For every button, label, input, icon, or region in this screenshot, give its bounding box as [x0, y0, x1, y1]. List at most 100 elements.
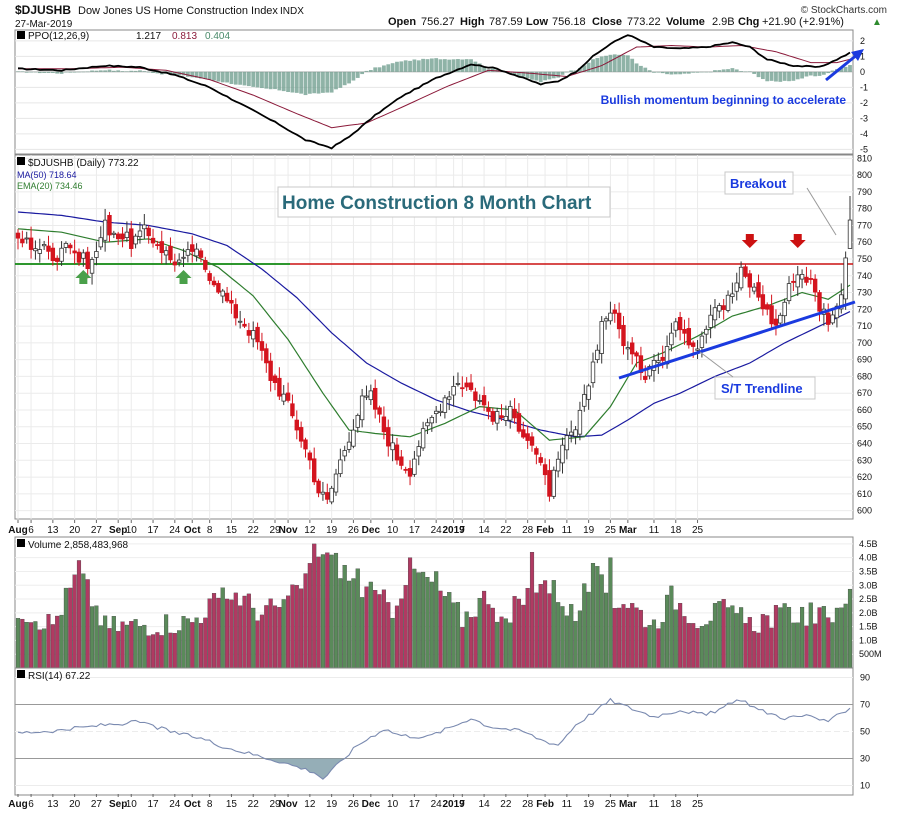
date-tick-label: 19: [326, 799, 338, 810]
candle-up: [669, 332, 674, 346]
price-tick-label: 730: [857, 288, 872, 298]
price-panel: $DJUSHB (Daily) 773.22 MA(50) 718.64 EMA…: [14, 153, 872, 520]
volume-bar-down: [826, 617, 831, 669]
ppo-histogram-bar: [125, 71, 129, 72]
volume-tick-label: 2.5B: [859, 594, 878, 604]
rsi-tick-label: 30: [860, 754, 870, 764]
ppo-histogram-bar: [16, 71, 20, 72]
ppo-histogram-bar: [669, 71, 674, 75]
volume-bar-down: [246, 593, 251, 669]
candle-up: [89, 259, 95, 274]
volume-bar-down: [129, 621, 134, 669]
candle-up: [494, 411, 500, 424]
ppo-histogram-bar: [286, 71, 290, 93]
date-tick-label: Feb: [536, 525, 554, 536]
ppo-grid: [15, 40, 853, 150]
low-value: 756.18: [552, 16, 586, 28]
date-tick-label: 19: [583, 525, 595, 536]
ppo-histogram-bar: [264, 71, 269, 89]
volume-bar-down: [643, 627, 648, 669]
volume-bar-up: [63, 587, 68, 669]
ppo-histogram-bar: [582, 65, 587, 72]
candle-down: [804, 276, 809, 283]
candle-down: [765, 304, 770, 310]
candle-down: [826, 312, 831, 325]
candle-down: [372, 387, 378, 410]
ppo-histogram-bar: [368, 70, 373, 72]
price-tick-label: 770: [857, 220, 872, 230]
ppo-histogram-bar: [255, 71, 260, 88]
volume-bar-up: [582, 583, 587, 669]
price-tick-label: 800: [857, 170, 872, 180]
ppo-tick-label: 1: [860, 51, 865, 61]
candle-up: [695, 348, 700, 351]
candlesticks: [15, 195, 853, 505]
ppo-histogram-bar: [46, 71, 51, 73]
volume-bar-down: [399, 598, 404, 669]
candle-down: [638, 355, 644, 374]
volume-bar-up: [421, 571, 426, 669]
volume-bar-down: [721, 599, 726, 669]
volume-axis: 4.5B 4.0B 3.5B 3.0B 2.5B 2.0B 1.5B 1.0B 500M: [859, 539, 882, 659]
volume-bar-up: [164, 614, 169, 669]
ppo-histogram-bar: [699, 71, 704, 73]
volume-bar-down: [233, 592, 238, 669]
candle-down: [542, 464, 548, 476]
candle-down: [46, 245, 51, 252]
volume-tick-label: 4.5B: [859, 539, 878, 549]
ppo-histogram-bar: [726, 69, 730, 72]
volume-bar-down: [168, 632, 173, 669]
resistance-down-arrow-icon: [789, 234, 806, 249]
ppo-histogram-bar: [64, 71, 68, 73]
ppo-histogram-bar: [612, 54, 617, 72]
volume-bar-up: [791, 622, 796, 669]
ppo-histogram-bar: [434, 58, 439, 72]
volume-bar-down: [290, 584, 295, 669]
date-axis-band: [15, 796, 853, 810]
ppo-histogram-bar: [739, 71, 743, 72]
date-tick-label: 2019: [442, 799, 465, 810]
volume-bar-down: [216, 597, 221, 669]
volume-bar-up: [586, 591, 591, 669]
candle-up: [738, 266, 744, 289]
candle-down: [534, 448, 539, 455]
date-tick-label: 8: [207, 525, 213, 536]
ppo-histogram-bar: [730, 68, 735, 72]
volume-bar-down: [529, 552, 535, 669]
volume-bar-down: [612, 608, 617, 669]
candle-up: [577, 409, 583, 435]
ppo-histogram-bar: [90, 70, 94, 72]
close-caption: Close: [592, 16, 622, 28]
date-tick-label: 18: [670, 525, 682, 536]
volume-bar-down: [76, 560, 82, 669]
date-tick-label: 29: [269, 525, 281, 536]
volume-bar-up: [455, 602, 461, 669]
ppo-histogram-bar: [477, 63, 482, 72]
candle-down: [481, 395, 487, 406]
candle-up: [656, 360, 661, 363]
candle-up: [176, 259, 182, 263]
date-tick-label: Sep: [109, 525, 127, 536]
volume-bar-down: [20, 618, 25, 669]
candle-up: [163, 250, 169, 256]
volume-bar-up: [725, 607, 731, 669]
chart-markers: [75, 234, 806, 285]
ppo-histogram-bar: [155, 71, 160, 74]
candle-down: [538, 457, 543, 463]
candle-down: [190, 244, 195, 252]
ppo-histogram-bar: [342, 71, 347, 86]
ppo-histogram-bar: [743, 71, 748, 73]
candle-down: [756, 282, 761, 298]
date-tick-label: Mar: [619, 525, 637, 536]
date-tick-label: 14: [479, 799, 491, 810]
candle-up: [142, 224, 147, 230]
ppo-histogram-bar: [416, 60, 421, 72]
volume-bar-down: [438, 590, 443, 669]
trendline: [618, 300, 856, 380]
volume-bar-down: [468, 617, 474, 669]
volume-bar-up: [24, 622, 29, 669]
trendline-callout-box: [714, 376, 816, 400]
candle-up: [455, 383, 461, 385]
ppo-histogram-bar: [630, 58, 635, 72]
candle-up: [368, 390, 374, 401]
